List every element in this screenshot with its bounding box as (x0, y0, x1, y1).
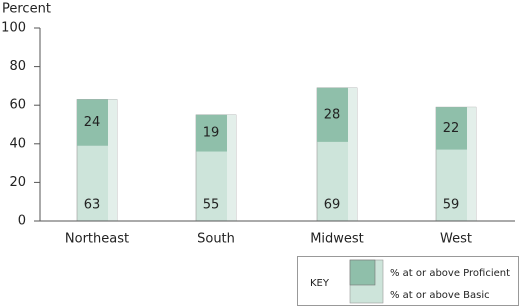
y-tick-label: 0 (18, 214, 26, 229)
bar-proficient (77, 99, 108, 146)
legend-label: % at or above Proficient (390, 268, 510, 279)
value-label: 24 (84, 115, 101, 130)
legend-box (297, 256, 519, 306)
bar-proficient (317, 87, 348, 142)
value-label: 19 (203, 126, 220, 141)
value-label: 63 (84, 198, 101, 213)
legend-title: KEY (310, 278, 330, 289)
x-tick-label: West (440, 232, 472, 247)
bar-proficient (196, 114, 227, 152)
value-label: 55 (203, 198, 220, 213)
legend-swatch-proficient (349, 259, 376, 286)
y-tick-label: 80 (9, 59, 26, 74)
y-tick-label: 100 (1, 21, 26, 36)
x-tick-label: Northeast (65, 232, 129, 247)
y-tick-label: 20 (9, 175, 26, 190)
legend-label: % at or above Basic (390, 290, 490, 301)
x-tick-label: South (197, 232, 235, 247)
bar-basic-shade (348, 87, 357, 221)
bar-proficient (436, 107, 467, 150)
bar-basic-shade (108, 99, 117, 221)
bar-basic-shade (227, 114, 236, 221)
bar-basic-shade (467, 107, 476, 221)
value-label: 69 (324, 198, 341, 213)
value-label: 59 (443, 198, 460, 213)
value-label: 22 (443, 121, 460, 136)
y-tick-label: 40 (9, 136, 26, 151)
y-axis-label: Percent (2, 2, 51, 17)
value-label: 28 (324, 107, 341, 122)
x-tick-label: Midwest (310, 232, 364, 247)
y-tick-label: 60 (9, 98, 26, 113)
